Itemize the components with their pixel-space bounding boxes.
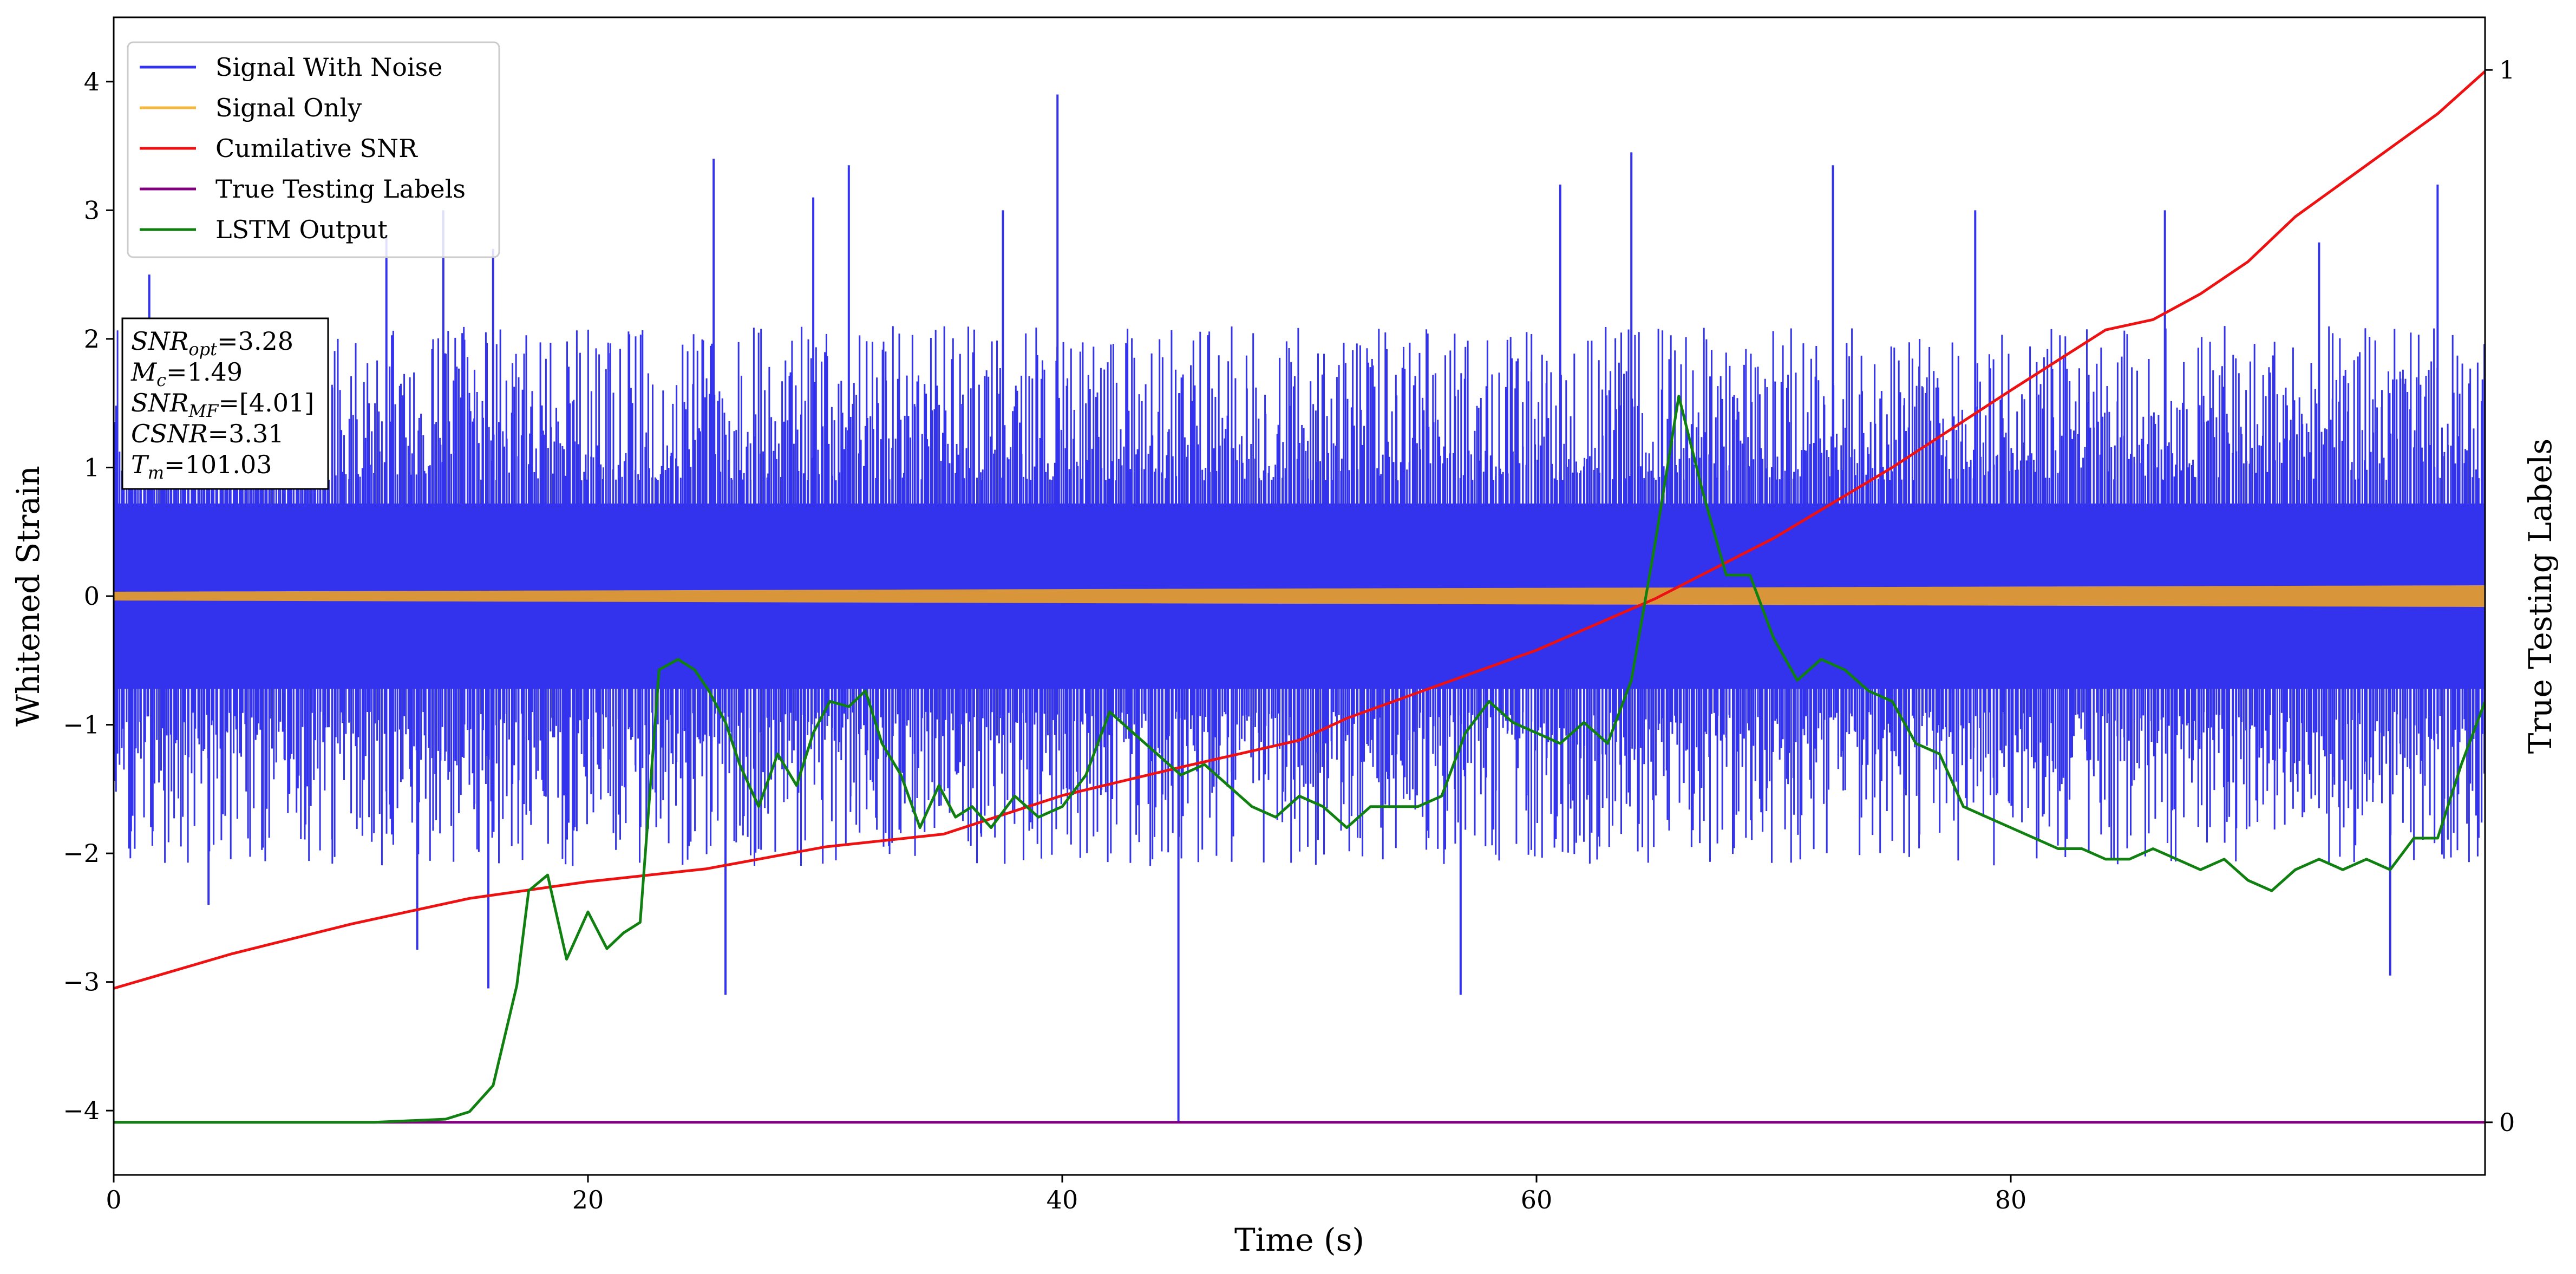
legend-label: Cumilative SNR (215, 134, 418, 163)
y-axis-title: Whitened Strain (10, 466, 47, 727)
x-tick-label: 40 (1047, 1185, 1078, 1214)
series-signal-only (114, 585, 2485, 607)
legend: Signal With Noise Signal Only Cumilative S… (127, 41, 500, 258)
x-tick-label: 60 (1521, 1185, 1553, 1214)
x-axis-title: Time (s) (1234, 1221, 1364, 1258)
legend-box (127, 41, 500, 258)
series-group (114, 70, 2485, 1124)
series-lstm-output (114, 395, 2485, 1124)
x-tick-label: 0 (106, 1185, 121, 1214)
y-tick-label: −1 (63, 710, 100, 740)
annotation-line: SNRopt=3.28 (131, 326, 293, 360)
plot-area (114, 70, 2485, 1124)
annotation-line: CSNR=3.31 (131, 419, 284, 448)
legend-label: Signal Only (215, 93, 362, 122)
y-tick-label: 3 (84, 195, 100, 225)
annotation-box (121, 317, 329, 490)
x-tick-label: 20 (572, 1185, 604, 1214)
annotation-line: Tm=101.03 (131, 450, 272, 483)
y-tick-label: 4 (84, 67, 100, 96)
legend-item-lstm-output: LSTM Output (140, 215, 388, 244)
metrics-annotation: SNRopt=3.28Mc=1.49SNRMF=[4.01]CSNR=3.31T… (121, 317, 329, 490)
annotation-line: Mc=1.49 (130, 357, 243, 390)
y-tick-label: −4 (63, 1096, 100, 1125)
y-tick-label: 2 (84, 324, 100, 354)
y-tick-label: 1 (84, 453, 100, 482)
y-right-tick-label: 1 (2499, 55, 2515, 84)
legend-item-signal-with-noise: Signal With Noise (140, 53, 442, 82)
legend-item-signal-only: Signal Only (140, 93, 362, 122)
y-tick-label: −3 (63, 968, 100, 997)
legend-label: True Testing Labels (215, 174, 466, 204)
y-right-tick-label: 0 (2499, 1108, 2515, 1137)
y-axis-right-title: True Testing Labels (2522, 439, 2559, 754)
legend-label: LSTM Output (215, 215, 388, 244)
legend-item-cumilative-snr: Cumilative SNR (140, 134, 418, 163)
legend-item-true-testing-labels: True Testing Labels (140, 174, 466, 204)
y-tick-label: 0 (84, 582, 100, 611)
x-tick-label: 80 (1995, 1185, 2027, 1214)
annotation-line: SNRMF=[4.01] (131, 388, 314, 421)
noise-spikes (148, 94, 2439, 1123)
series-cumilative-snr (114, 70, 2485, 990)
y-tick-label: −2 (63, 839, 100, 868)
legend-label: Signal With Noise (215, 53, 442, 82)
